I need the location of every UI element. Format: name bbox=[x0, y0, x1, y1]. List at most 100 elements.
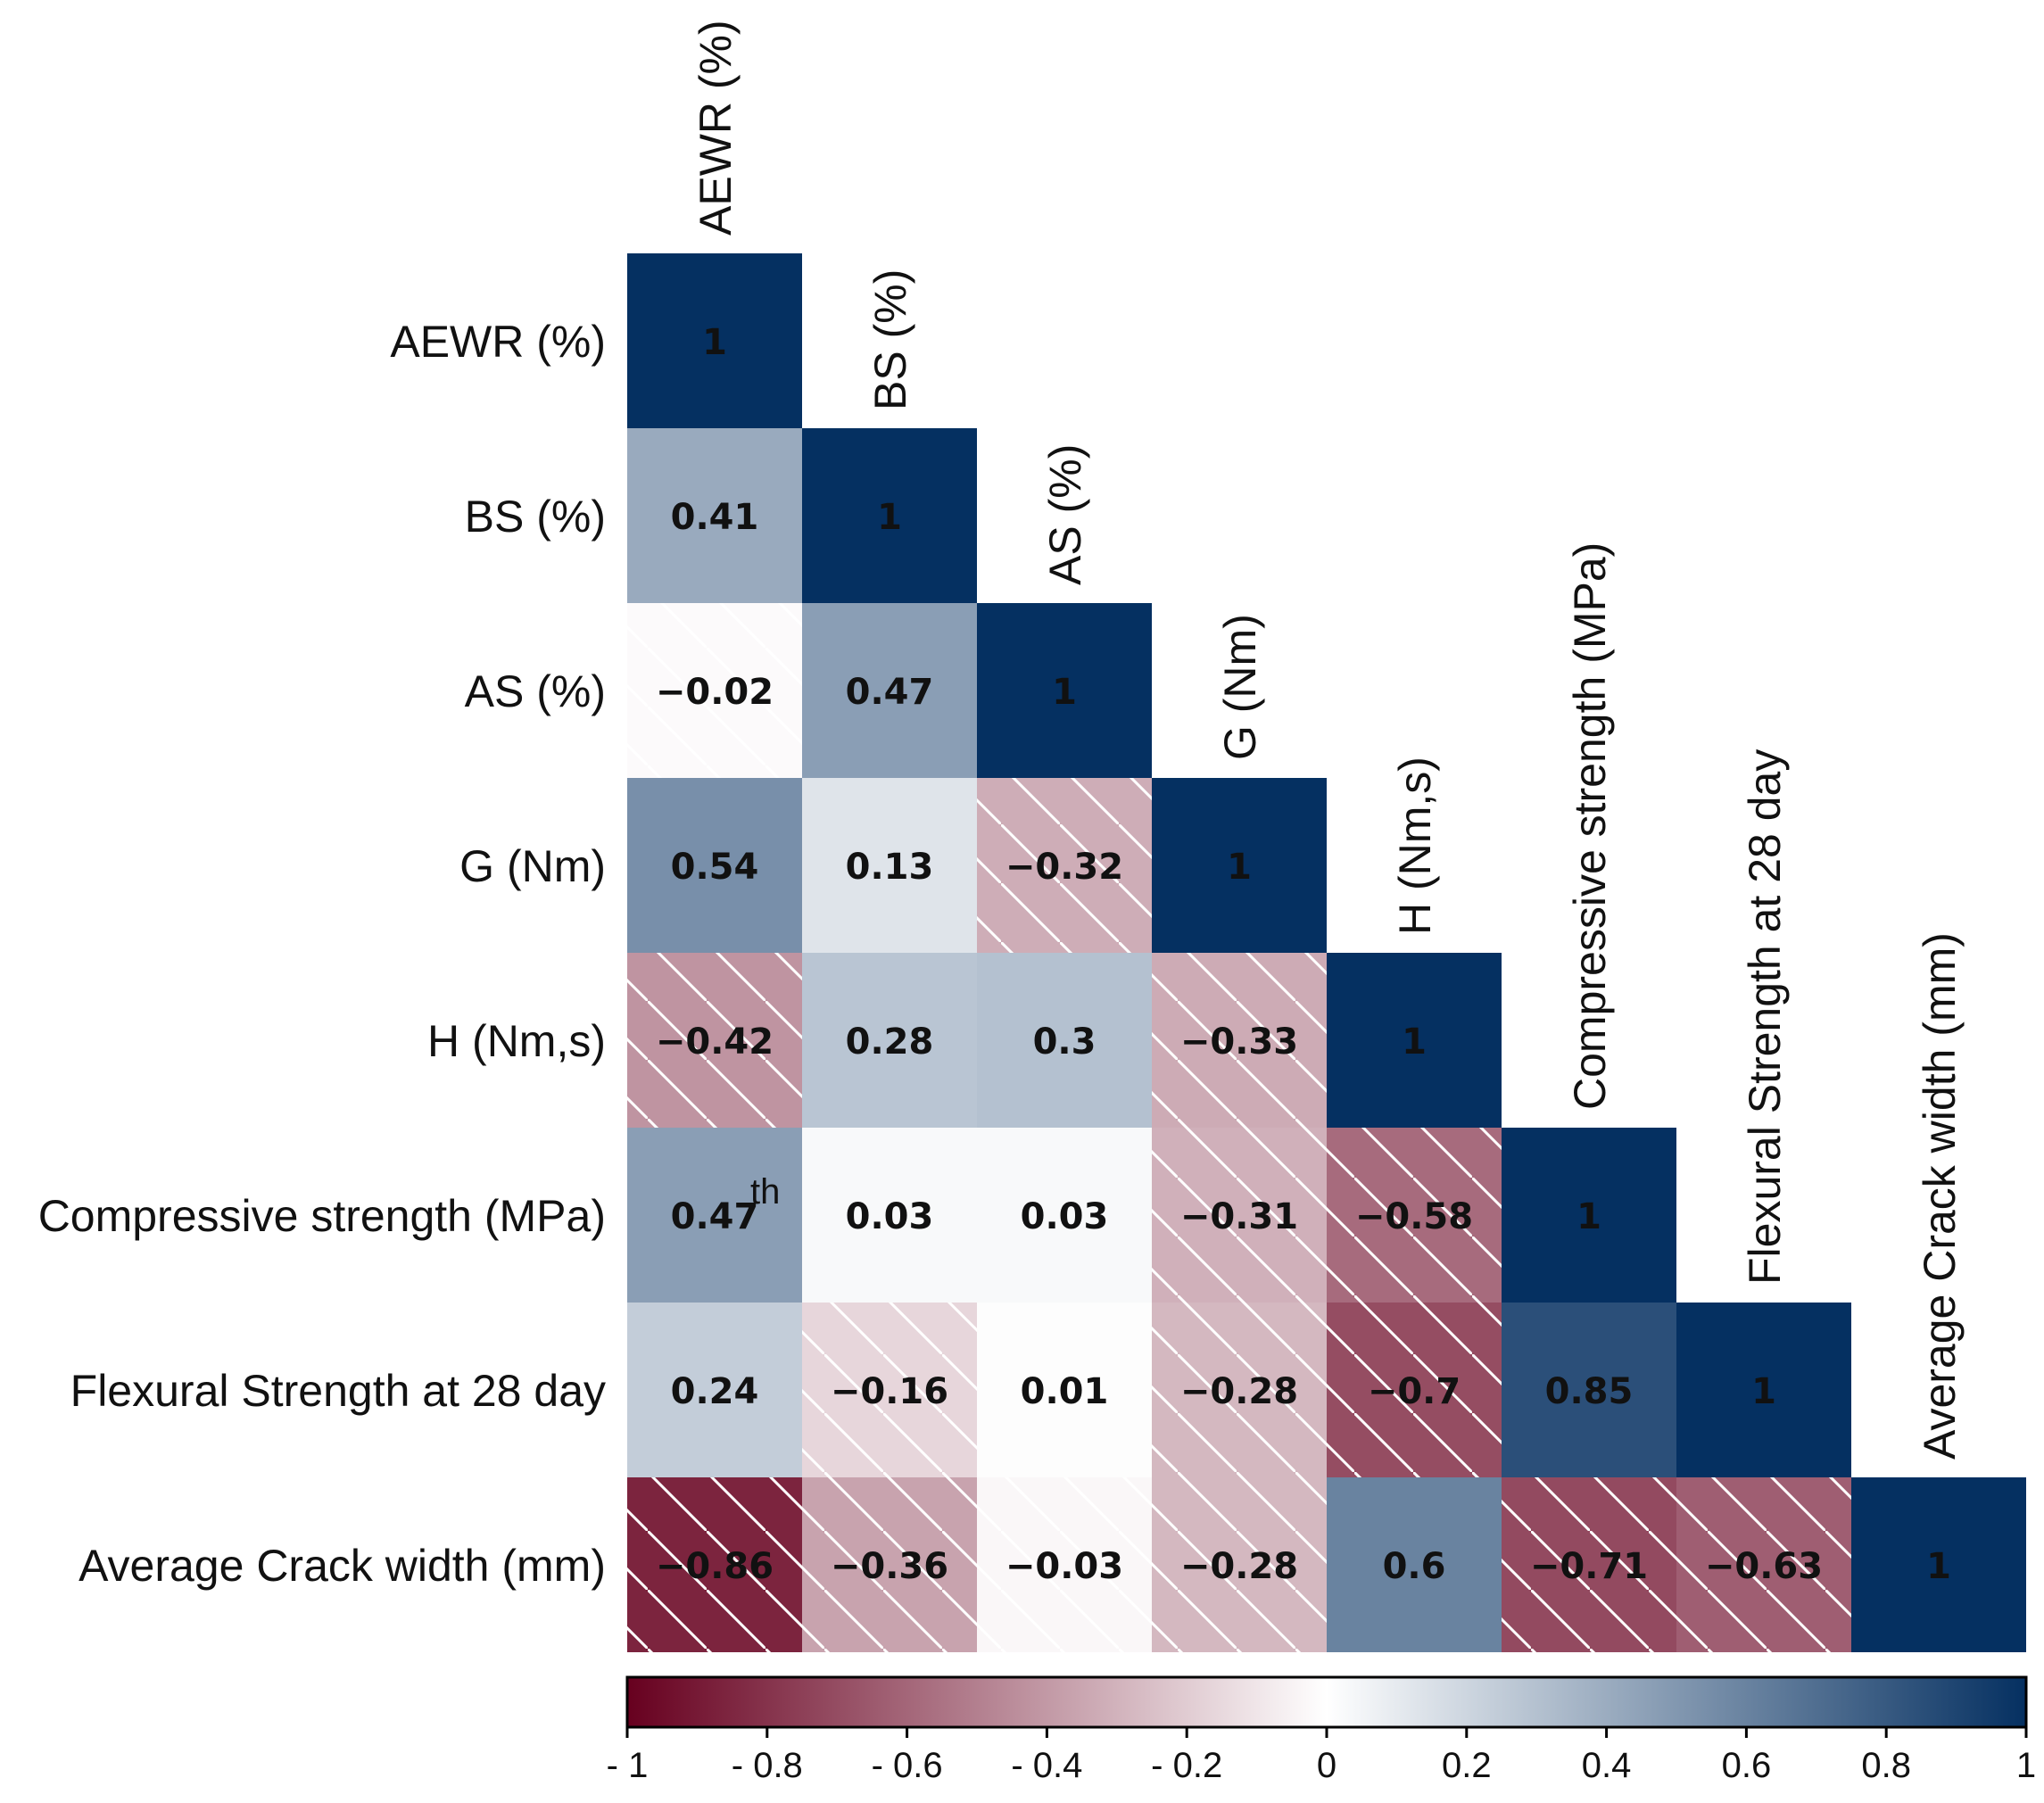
row-label: G (Nm) bbox=[459, 841, 606, 891]
heatmap-cell-hatch bbox=[1152, 1128, 1327, 1303]
heatmap-cell bbox=[977, 603, 1152, 778]
superscript-annotation: th bbox=[750, 1172, 780, 1212]
heatmap-cell bbox=[1502, 1128, 1676, 1303]
colorbar-tick-label: - 1 bbox=[607, 1746, 649, 1785]
cell-value-label: −0.02 bbox=[656, 672, 774, 713]
heatmap-values: 1 0.41 1 −0.02 0.47 1 0.54 0.13 −0.32 1 −0.42 0.28 0… bbox=[656, 322, 1951, 1587]
row-label: Compressive strength (MPa) bbox=[38, 1191, 606, 1241]
row-label: Flexural Strength at 28 day bbox=[70, 1366, 606, 1416]
heatmap-cell-hatch bbox=[977, 1477, 1152, 1652]
heatmap-cell-hatch bbox=[627, 953, 802, 1128]
heatmap-cell-hatch bbox=[802, 1303, 977, 1477]
heatmap-cell-hatch bbox=[1152, 1303, 1327, 1477]
heatmap-cell bbox=[977, 1303, 1152, 1477]
cell-value-label: −0.36 bbox=[831, 1546, 948, 1587]
row-label: AS (%) bbox=[465, 666, 606, 716]
colorbar-tick-label: - 0.8 bbox=[732, 1746, 803, 1785]
cell-value-label: 0.85 bbox=[1545, 1371, 1634, 1412]
row-label: H (Nm,s) bbox=[427, 1016, 606, 1066]
colorbar-tick-label: 0.8 bbox=[1861, 1746, 1911, 1785]
heatmap-cell-hatch bbox=[977, 778, 1152, 953]
cell-value-label: 1 bbox=[1402, 1021, 1427, 1063]
cell-value-label: −0.32 bbox=[1005, 847, 1123, 888]
colorbar: - 1 - 0.8 - 0.6 - 0.4 - 0.2 0 0.2 0.4 0.6 0.8 1 bbox=[607, 1675, 2036, 1785]
heatmap-cell bbox=[627, 428, 802, 603]
colorbar-tick-label: 0.2 bbox=[1442, 1746, 1492, 1785]
heatmap-cell-hatch bbox=[1327, 1303, 1502, 1477]
cell-value-label: 0.47 bbox=[671, 1196, 759, 1237]
cell-value-label: −0.58 bbox=[1355, 1196, 1473, 1237]
heatmap-cell bbox=[802, 428, 977, 603]
cell-value-label: 0.3 bbox=[1033, 1021, 1096, 1063]
cell-value-label: 0.01 bbox=[1021, 1371, 1109, 1412]
colorbar-tick-label: 0.6 bbox=[1722, 1746, 1772, 1785]
cell-value-label: 0.6 bbox=[1383, 1546, 1446, 1587]
heatmap-cell-hatch bbox=[627, 603, 802, 778]
colorbar-tick-label: - 0.4 bbox=[1011, 1746, 1082, 1785]
column-label: G (Nm) bbox=[1215, 614, 1265, 760]
heatmap-cell-hatch bbox=[1152, 1477, 1327, 1652]
heatmap-cell bbox=[802, 603, 977, 778]
column-labels: AEWR (%) BS (%) AS (%) G (Nm) H (Nm,s) Compre… bbox=[691, 20, 1965, 1460]
cell-value-label: −0.31 bbox=[1180, 1196, 1298, 1237]
column-label: AS (%) bbox=[1040, 444, 1090, 585]
column-label: H (Nm,s) bbox=[1390, 757, 1440, 935]
cell-value-label: −0.03 bbox=[1005, 1546, 1123, 1587]
cell-value-label: 1 bbox=[1227, 847, 1252, 888]
colorbar-tick-label: 1 bbox=[2016, 1746, 2036, 1785]
heatmap-cell-hatch bbox=[1327, 1128, 1502, 1303]
cell-value-label: 1 bbox=[1052, 672, 1077, 713]
colorbar-gradient bbox=[625, 1675, 2028, 1729]
heatmap-cell bbox=[627, 1128, 802, 1303]
row-label: AEWR (%) bbox=[390, 317, 606, 367]
cell-value-label: −0.86 bbox=[656, 1546, 774, 1587]
cell-value-label: 0.28 bbox=[846, 1021, 934, 1063]
cell-value-label: 1 bbox=[1751, 1371, 1776, 1412]
row-label: BS (%) bbox=[465, 492, 606, 542]
heatmap-cell bbox=[802, 953, 977, 1128]
cell-value-label: −0.33 bbox=[1180, 1021, 1298, 1063]
heatmap-cell-hatch bbox=[1502, 1477, 1676, 1652]
cell-value-label: −0.71 bbox=[1530, 1546, 1648, 1587]
cell-value-label: 0.03 bbox=[846, 1196, 934, 1237]
colorbar-tick-label: 0 bbox=[1317, 1746, 1336, 1785]
cell-value-label: −0.28 bbox=[1180, 1371, 1298, 1412]
heatmap-cell bbox=[1851, 1477, 2026, 1652]
column-label: Flexural Strength at 28 day bbox=[1740, 749, 1790, 1285]
cell-value-label: 1 bbox=[877, 497, 902, 538]
colorbar-tick-label: - 0.2 bbox=[1151, 1746, 1222, 1785]
cell-value-label: 0.03 bbox=[1021, 1196, 1109, 1237]
heatmap-cell bbox=[977, 1128, 1152, 1303]
column-label: Compressive strength (MPa) bbox=[1565, 542, 1615, 1110]
cell-value-label: −0.42 bbox=[656, 1021, 774, 1063]
heatmap-cell bbox=[1502, 1303, 1676, 1477]
cell-value-label: −0.16 bbox=[831, 1371, 948, 1412]
heatmap-cell bbox=[627, 1303, 802, 1477]
row-labels: AEWR (%) BS (%) AS (%) G (Nm) H (Nm,s) Compre… bbox=[38, 317, 606, 1591]
heatmap-cell bbox=[627, 778, 802, 953]
colorbar-tick-label: 0.4 bbox=[1582, 1746, 1632, 1785]
cell-value-label: 1 bbox=[702, 322, 727, 363]
colorbar-tick-label: - 0.6 bbox=[872, 1746, 943, 1785]
heatmap-cell-hatch bbox=[802, 1477, 977, 1652]
heatmap-cell-hatch bbox=[627, 1477, 802, 1652]
cell-value-label: 1 bbox=[1576, 1196, 1601, 1237]
heatmap-cell bbox=[627, 253, 802, 428]
cell-value-label: 0.54 bbox=[671, 847, 759, 888]
cell-value-label: 0.47 bbox=[846, 672, 934, 713]
row-label: Average Crack width (mm) bbox=[79, 1541, 606, 1591]
heatmap-cell bbox=[977, 953, 1152, 1128]
heatmap-cell bbox=[1676, 1303, 1851, 1477]
colorbar-ticks: - 1 - 0.8 - 0.6 - 0.4 - 0.2 0 0.2 0.4 0.6 0.8 1 bbox=[607, 1727, 2036, 1785]
heatmap-cell bbox=[802, 778, 977, 953]
heatmap-cell bbox=[1327, 1477, 1502, 1652]
column-label: Average Crack width (mm) bbox=[1915, 932, 1965, 1460]
heatmap-cell bbox=[802, 1128, 977, 1303]
cell-value-label: 1 bbox=[1926, 1546, 1951, 1587]
column-label: AEWR (%) bbox=[691, 20, 741, 236]
cell-value-label: 0.13 bbox=[846, 847, 934, 888]
column-label: BS (%) bbox=[865, 269, 915, 410]
cell-value-label: −0.63 bbox=[1705, 1546, 1823, 1587]
heatmap-cell bbox=[1152, 778, 1327, 953]
heatmap-cells bbox=[627, 253, 2026, 1652]
